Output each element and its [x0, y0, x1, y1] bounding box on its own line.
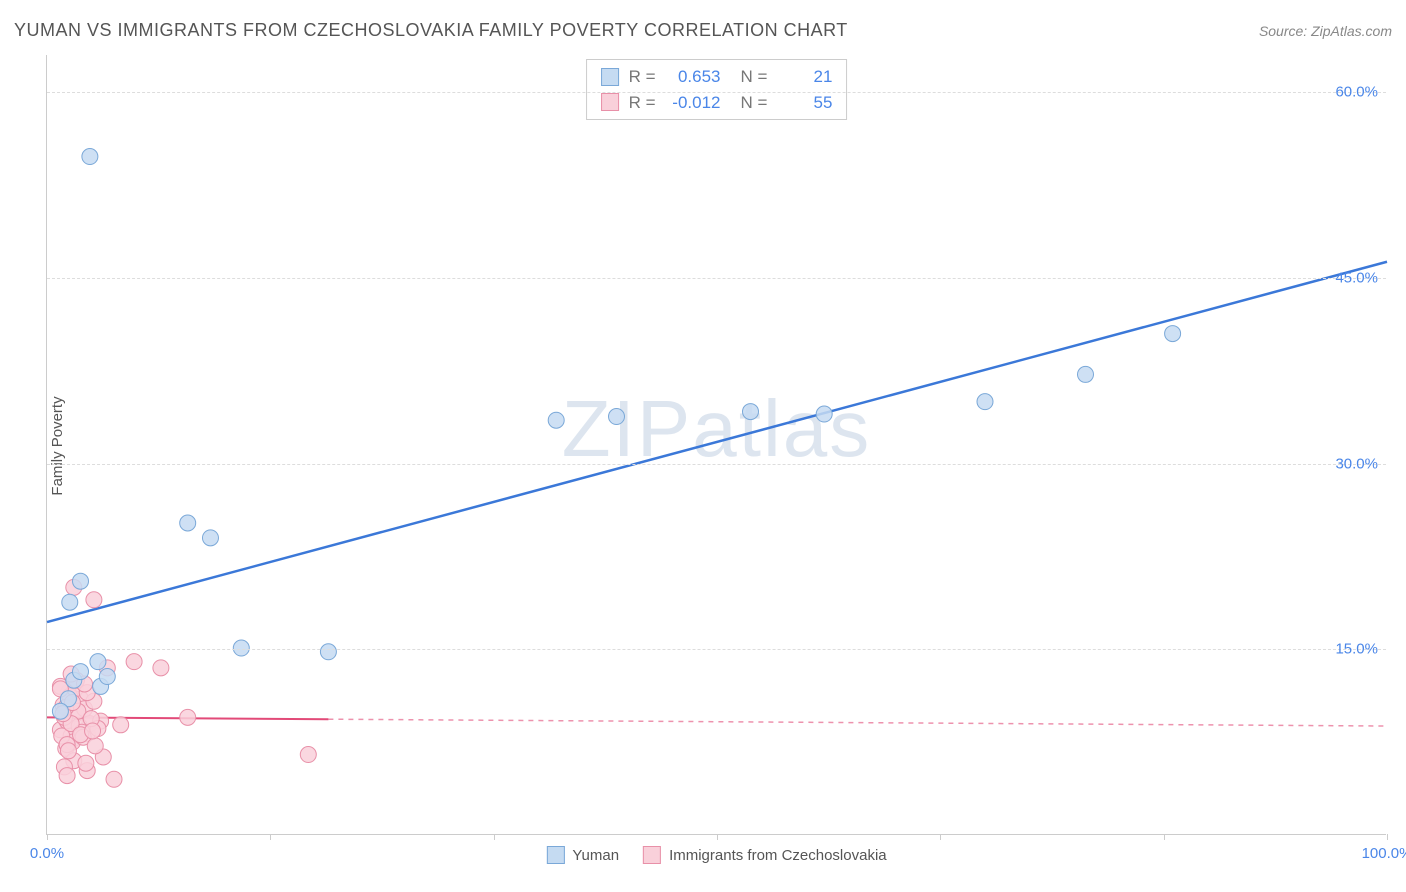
y-tick-label: 60.0% — [1335, 84, 1378, 101]
data-point — [609, 409, 625, 425]
x-tick — [1164, 834, 1165, 840]
series-swatch — [601, 93, 619, 111]
data-point — [106, 771, 122, 787]
plot-area: ZIPatlas R =0.653N =21R =-0.012N =55 Yum… — [46, 55, 1386, 835]
trend-line — [47, 262, 1387, 622]
r-value: 0.653 — [666, 64, 721, 90]
y-tick-label: 30.0% — [1335, 455, 1378, 472]
gridline — [47, 278, 1386, 279]
x-tick-label: 100.0% — [1362, 845, 1406, 862]
x-tick — [47, 834, 48, 840]
r-label: R = — [629, 90, 656, 116]
n-value: 55 — [777, 90, 832, 116]
data-point — [113, 717, 129, 733]
y-tick-label: 15.0% — [1335, 641, 1378, 658]
data-point — [1165, 326, 1181, 342]
data-point — [73, 573, 89, 589]
gridline — [47, 92, 1386, 93]
legend-label: Immigrants from Czechoslovakia — [669, 847, 887, 864]
data-point — [73, 664, 89, 680]
legend: Yuman Immigrants from Czechoslovakia — [546, 846, 886, 864]
y-tick-label: 45.0% — [1335, 269, 1378, 286]
data-point — [816, 406, 832, 422]
x-tick — [1387, 834, 1388, 840]
x-tick — [940, 834, 941, 840]
stats-box: R = 0.653 N = 21 R = -0.012 N = 55 — [586, 59, 848, 120]
x-tick — [270, 834, 271, 840]
data-point — [52, 703, 68, 719]
n-label: N = — [741, 90, 768, 116]
gridline — [47, 649, 1386, 650]
title-bar: YUMAN VS IMMIGRANTS FROM CZECHOSLOVAKIA … — [14, 20, 1392, 41]
trend-line-dashed — [328, 719, 1387, 726]
stats-row: R = 0.653 N = 21 — [601, 64, 833, 90]
data-point — [743, 404, 759, 420]
chart-title: YUMAN VS IMMIGRANTS FROM CZECHOSLOVAKIA … — [14, 20, 848, 41]
data-point — [62, 594, 78, 610]
data-point — [977, 394, 993, 410]
data-point — [87, 738, 103, 754]
n-label: N = — [741, 64, 768, 90]
data-point — [1078, 366, 1094, 382]
x-tick — [717, 834, 718, 840]
data-point — [59, 768, 75, 784]
data-point — [153, 660, 169, 676]
chart-svg — [47, 55, 1386, 834]
data-point — [78, 755, 94, 771]
r-label: R = — [629, 64, 656, 90]
data-point — [86, 592, 102, 608]
data-point — [99, 669, 115, 685]
data-point — [82, 149, 98, 165]
x-tick — [494, 834, 495, 840]
r-value: -0.012 — [666, 90, 721, 116]
legend-item: Yuman — [546, 846, 619, 864]
data-point — [320, 644, 336, 660]
data-point — [548, 412, 564, 428]
source-attribution: Source: ZipAtlas.com — [1259, 23, 1392, 39]
stats-row: R = -0.012 N = 55 — [601, 90, 833, 116]
x-tick-label: 0.0% — [30, 845, 64, 862]
data-point — [233, 640, 249, 656]
data-point — [60, 743, 76, 759]
data-point — [90, 654, 106, 670]
legend-swatch — [546, 846, 564, 864]
data-point — [300, 747, 316, 763]
gridline — [47, 464, 1386, 465]
data-point — [85, 723, 101, 739]
data-point — [202, 530, 218, 546]
legend-swatch — [643, 846, 661, 864]
legend-label: Yuman — [572, 847, 619, 864]
data-point — [180, 709, 196, 725]
data-point — [126, 654, 142, 670]
legend-item: Immigrants from Czechoslovakia — [643, 846, 887, 864]
n-value: 21 — [777, 64, 832, 90]
series-swatch — [601, 68, 619, 86]
data-point — [180, 515, 196, 531]
